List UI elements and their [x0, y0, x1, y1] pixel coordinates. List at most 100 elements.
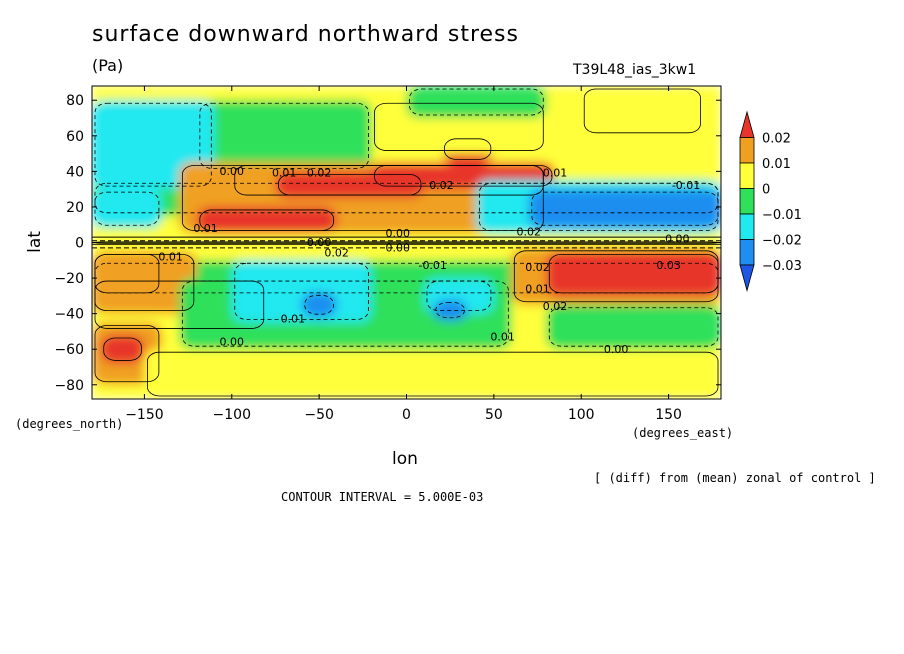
- chart-title: surface downward northward stress: [92, 22, 519, 47]
- colorbar-label: 0.02: [762, 132, 791, 147]
- x-tick-label: −150: [125, 407, 163, 423]
- contour-label: 0.00: [220, 165, 245, 178]
- contour-label: 0.01: [543, 167, 568, 180]
- contour-line: [444, 138, 492, 160]
- field-region-green: [546, 304, 721, 350]
- contour-label: 0.00: [665, 233, 690, 246]
- field-region-blue: [301, 292, 337, 318]
- field-region-blue: [432, 299, 468, 321]
- contour-label: 0.00: [220, 336, 245, 349]
- contour-label: 0.00: [386, 227, 411, 240]
- contour-label: 0.03: [656, 259, 681, 272]
- y-tick-label: 40: [66, 164, 84, 180]
- diff-note: [ (diff) from (mean) zonal of control ]: [594, 471, 876, 485]
- contour-interval: CONTOUR INTERVAL = 5.000E-03: [281, 490, 483, 504]
- contour-line: [548, 253, 719, 294]
- field-region-red: [100, 334, 145, 364]
- colorbar: 0.02 0.01 0 −0.01 −0.02 −0.03: [739, 110, 802, 293]
- y-units-label: (degrees_north): [15, 417, 123, 431]
- y-tick-label: −80: [54, 378, 84, 394]
- contour-line: [181, 280, 509, 347]
- contour-label: 0.00: [307, 236, 332, 249]
- contour-line: [94, 253, 195, 312]
- chart-units: (Pa): [92, 56, 124, 75]
- y-tick-label: 60: [66, 129, 84, 145]
- colorbar-arrow-top: [739, 110, 755, 138]
- contour-line: [278, 173, 422, 196]
- x-axis-label: lon: [392, 449, 418, 469]
- contour-label: 0.02: [543, 300, 568, 313]
- y-tick-label: −40: [54, 307, 84, 323]
- field-regions: [92, 86, 721, 399]
- contour-line: [199, 102, 369, 169]
- field-region-yellow: [144, 349, 721, 399]
- colorbar-segment: [739, 213, 755, 240]
- run-id: T39L48_ias_3kw1: [573, 62, 697, 78]
- contour-line: [94, 325, 160, 383]
- x-units-label: (degrees_east): [632, 426, 733, 440]
- colorbar-segment: [739, 188, 755, 215]
- field-region-orange: [92, 251, 197, 314]
- field-region-red: [196, 206, 337, 234]
- contour-label: 0.01: [281, 313, 306, 326]
- contour-line: [94, 280, 265, 329]
- x-tick-label: 50: [485, 407, 503, 423]
- field-region-cyan: [92, 189, 162, 229]
- contour-label: 0.02: [429, 179, 454, 192]
- field-region-green: [196, 100, 372, 172]
- contour-label: 0.02: [307, 167, 332, 180]
- field-region-blue: [528, 189, 721, 229]
- x-tick-label: −100: [213, 407, 251, 423]
- contour-line: [304, 294, 335, 315]
- colorbar-segment: [739, 239, 755, 266]
- contour-line: [548, 307, 719, 347]
- contour-label: 0.01: [193, 222, 218, 235]
- contour-label: -0.01: [672, 179, 700, 192]
- y-tick-label: 80: [66, 93, 84, 109]
- contour-line: [435, 302, 466, 319]
- contour-label: 0.01: [525, 282, 550, 295]
- colorbar-label: 0: [762, 183, 770, 198]
- x-tick-label: 0: [402, 407, 411, 423]
- y-tick-label: −60: [54, 342, 84, 358]
- contour-label: 0.00: [386, 241, 411, 254]
- contour-line: [94, 102, 212, 187]
- contour-line: [103, 337, 142, 361]
- field-region-yellow: [581, 86, 704, 136]
- colorbar-segment: [739, 162, 755, 189]
- colorbar-segment: [739, 137, 755, 164]
- axis-layer: −150 −100 −50 0 50 100 150 80 60 40 20 0 −20 −40 −60 −8…: [54, 86, 721, 423]
- contour-label: 0.01: [158, 250, 183, 263]
- contour-label: 0.02: [525, 261, 550, 274]
- x-tick-label: −50: [304, 407, 334, 423]
- y-axis-label: lat: [25, 231, 45, 253]
- field-region-red: [546, 251, 721, 296]
- colorbar-label: 0.01: [762, 157, 791, 172]
- y-tick-label: 20: [66, 200, 84, 216]
- contour-line: [199, 209, 335, 232]
- colorbar-label: −0.02: [762, 234, 802, 249]
- y-tick-label: 0: [75, 236, 84, 252]
- contour-label-layer: 0.00 0.01 0.020.020.01-0.010.010.000.00 0.0…: [158, 165, 700, 356]
- colorbar-arrow-bottom: [739, 264, 755, 293]
- colorbar-label: −0.01: [762, 208, 802, 223]
- contour-label: 0.02: [324, 247, 349, 260]
- contour-line: [147, 351, 719, 397]
- contour-line: [374, 165, 553, 187]
- field-region-green: [406, 86, 547, 119]
- colorbar-label: −0.03: [762, 259, 802, 274]
- contour-label: -0.01: [418, 259, 446, 272]
- y-tick-label: −20: [54, 271, 84, 287]
- contour-line: [374, 102, 544, 151]
- contour-label: 0.01: [272, 167, 297, 180]
- x-tick-label: 150: [655, 407, 682, 423]
- contour-line: [94, 191, 160, 226]
- contour-label: 0.02: [517, 225, 542, 238]
- contour-line: [409, 88, 544, 116]
- contour-label: 0.01: [490, 330, 515, 343]
- field-layer: [92, 86, 721, 399]
- contour-line: [583, 88, 701, 134]
- x-tick-label: 100: [568, 407, 595, 423]
- contour-label: 0.00: [604, 343, 629, 356]
